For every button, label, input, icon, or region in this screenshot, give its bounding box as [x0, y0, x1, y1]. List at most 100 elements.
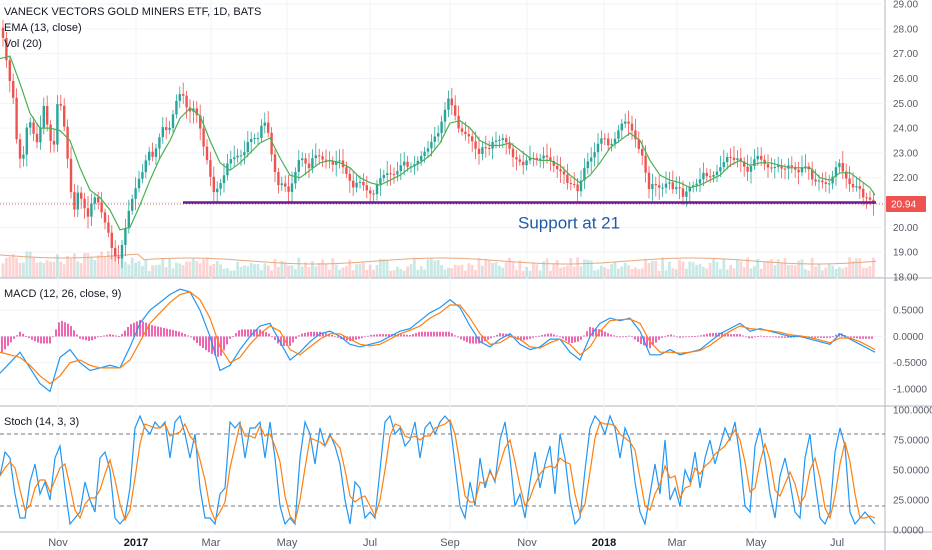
candle-body [205, 146, 209, 161]
macd-histogram-bar [307, 332, 309, 337]
volume-bar [375, 264, 379, 277]
macd-histogram-bar [709, 333, 711, 337]
volume-bar [470, 264, 474, 277]
volume-bar [35, 262, 39, 277]
macd-histogram-bar [355, 336, 357, 340]
volume-bar [834, 269, 838, 277]
candle-body [450, 98, 453, 106]
volume-bar [134, 262, 137, 277]
volume-bar [617, 268, 620, 277]
price-tick-label: 20.00 [893, 223, 918, 234]
macd-histogram-bar [823, 336, 825, 338]
volume-bar [708, 262, 712, 277]
volume-bar [188, 261, 192, 277]
macd-histogram-bar [832, 336, 834, 338]
candle-body [270, 132, 273, 155]
volume-bar [637, 269, 641, 277]
volume-bar [321, 259, 324, 277]
volume-bar [45, 260, 49, 277]
macd-histogram-bar [784, 336, 786, 338]
macd-histogram-bar [274, 336, 276, 340]
macd-histogram-bar [271, 336, 273, 338]
macd-histogram-bar [394, 334, 396, 337]
candle-body [824, 182, 827, 184]
candle-body [416, 160, 419, 165]
macd-histogram-bar [280, 336, 282, 346]
candle-body [569, 182, 572, 184]
macd-histogram-bar [775, 336, 777, 338]
volume-bar [532, 262, 535, 277]
volume-bar [90, 257, 93, 277]
macd-histogram-bar [436, 331, 438, 337]
volume-bar [756, 258, 760, 277]
volume-bar [83, 252, 86, 277]
candle-body [712, 174, 715, 177]
macd-histogram-bar [865, 336, 867, 339]
volume-bar [545, 258, 549, 277]
macd-line [0, 288, 876, 393]
time-tick-label: Nov [48, 537, 68, 549]
time-tick-label: Mar [668, 537, 687, 549]
candle-body [549, 157, 552, 161]
macd-histogram-bar [214, 336, 216, 356]
macd-histogram-bar [10, 336, 12, 343]
volume-bar [178, 263, 182, 277]
macd-histogram-bar [412, 334, 414, 337]
volume-bar [447, 267, 450, 277]
macd-histogram-bar [583, 335, 585, 337]
macd-histogram-bar [490, 336, 492, 339]
macd-histogram-bar [229, 336, 231, 339]
volume-bar [209, 265, 212, 277]
volume-bar [113, 253, 117, 277]
volume-bar [266, 265, 270, 277]
volume-bar [433, 260, 437, 277]
macd-histogram-bar [652, 336, 654, 346]
volume-bar [28, 251, 32, 277]
macd-histogram-bar [697, 335, 699, 337]
volume-bar [164, 267, 168, 277]
volume-bar [525, 266, 528, 277]
macd-histogram-bar [220, 336, 222, 356]
volume-bar [630, 268, 634, 277]
volume-bar [783, 258, 787, 277]
candle-body [399, 165, 402, 172]
macd-histogram-bar [61, 320, 63, 337]
volume-bar [314, 266, 318, 277]
volume-bar [868, 266, 872, 277]
ema-line [0, 55, 876, 231]
macd-histogram-bar [481, 336, 483, 343]
macd-histogram-bar [4, 336, 6, 350]
volume-bar [66, 255, 69, 277]
candle-body [56, 104, 59, 145]
volume-bar [668, 261, 671, 277]
volume-bar [460, 264, 464, 277]
macd-histogram-bar [43, 336, 45, 344]
macd-histogram-bar [400, 334, 402, 337]
volume-bar [817, 263, 821, 277]
volume-bar [705, 268, 709, 277]
candle-body [845, 171, 848, 179]
candle-body [382, 174, 385, 179]
candle-body [749, 166, 753, 172]
candle-body [93, 197, 96, 204]
candle-body [644, 155, 647, 173]
macd-histogram-bar [169, 329, 171, 337]
volume-bar [851, 261, 855, 277]
candle-body [726, 157, 729, 163]
candle-body [651, 184, 654, 190]
candle-body [719, 167, 722, 172]
macd-histogram-bar [640, 336, 642, 344]
macd-histogram-bar [250, 329, 252, 337]
volume-bar [498, 265, 501, 277]
price-tick-label: 22.00 [893, 173, 918, 184]
macd-histogram-bar [373, 334, 375, 337]
volume-bar [712, 257, 715, 277]
volume-bar [535, 264, 539, 277]
volume-bar [528, 270, 532, 277]
macd-histogram-bar [790, 336, 792, 338]
candle-body [715, 171, 719, 175]
volume-bar [236, 261, 239, 277]
candle-body [171, 114, 175, 128]
candle-body [681, 188, 685, 197]
